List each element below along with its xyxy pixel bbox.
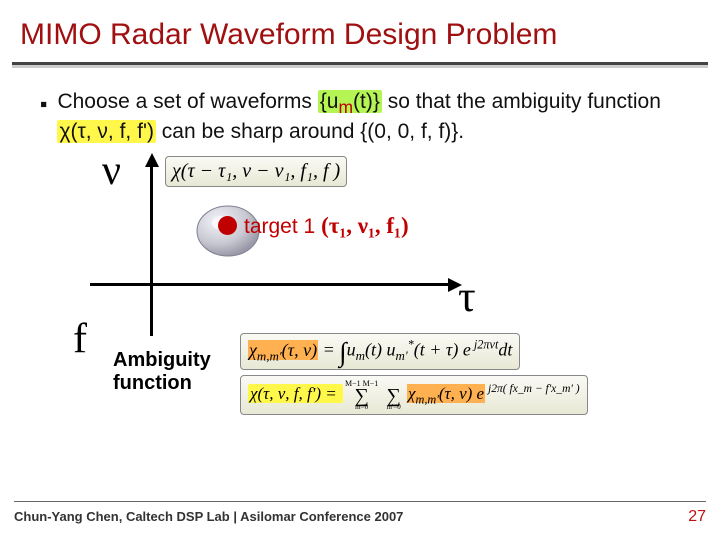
footer-divider — [14, 501, 706, 502]
chi-highlight: χ(τ, ν, f, f') — [57, 120, 156, 143]
page-number: 27 — [688, 508, 706, 526]
integral-icon: ∫ — [339, 337, 346, 367]
equation-chi-full: χ(τ, ν, f, f') = M−1 M−1 ∑ m=0 ∑ m'=0 χm… — [240, 375, 588, 414]
eq2-mid-hl: χm,m'(τ, ν) e — [407, 384, 485, 403]
eq1-lhs-hl: χm,m'(τ, ν) — [248, 340, 318, 360]
eq2-lhs-hl: χ(τ, ν, f, f') = — [248, 384, 343, 403]
equation-chi-mm: χm,m'(τ, ν) = ∫um(t) um'*(t + τ) e j2πνt… — [240, 333, 520, 370]
bullet-c: can be sharp around {(0, 0, f, f)}. — [156, 120, 464, 143]
target-coords: (τ₁, ν₁, f₁) — [321, 213, 409, 238]
axis-nu-label: ν — [102, 147, 121, 195]
axis-horizontal — [90, 283, 450, 286]
bullet-marker: ▪ — [40, 92, 47, 145]
title-underline — [12, 62, 708, 65]
sigma-icon-1: M−1 M−1 ∑ m=0 — [345, 380, 378, 409]
footer-text: Chun-Yang Chen, Caltech DSP Lab | Asilom… — [14, 509, 403, 524]
sigma-icon-2: ∑ m'=0 — [387, 380, 401, 409]
diagram: ν τ f χ(τ − τ₁, ν − ν₁, f₁, f ) target 1… — [0, 153, 720, 443]
axis-tau-label: τ — [458, 271, 476, 322]
bullet-item: ▪ Choose a set of waveforms {um(t)} so t… — [0, 65, 720, 153]
bullet-b: so that the ambiguity function — [382, 90, 661, 113]
slide-title: MIMO Radar Waveform Design Problem — [0, 0, 720, 62]
bullet-a: Choose a set of waveforms — [57, 90, 317, 113]
chi-shift-expr: χ(τ − τ₁, ν − ν₁, f₁, f ) — [165, 156, 347, 187]
footer: Chun-Yang Chen, Caltech DSP Lab | Asilom… — [14, 501, 706, 526]
target-label: target 1 (τ₁, ν₁, f₁) — [244, 213, 409, 239]
axis-f-label: f — [73, 315, 87, 363]
arrow-up-icon — [145, 153, 159, 167]
um-highlight: {um(t)} — [318, 90, 382, 113]
bullet-text: Choose a set of waveforms {um(t)} so tha… — [57, 89, 690, 145]
ambiguity-function-label: Ambiguity function — [113, 349, 211, 395]
axis-vertical — [150, 161, 153, 336]
